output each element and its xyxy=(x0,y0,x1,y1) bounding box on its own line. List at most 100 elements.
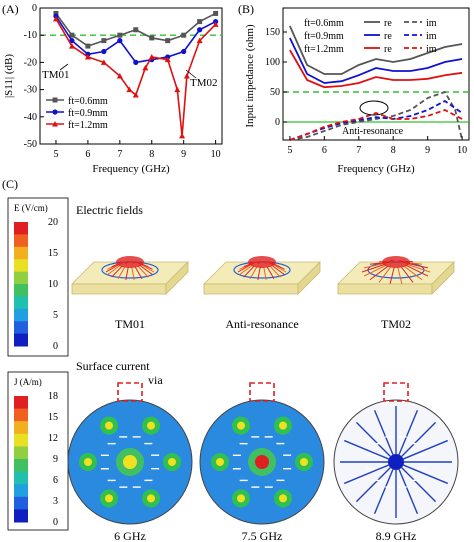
j-colorbar-tick-15: 15 xyxy=(48,412,58,423)
x-tick-label-5: 5 xyxy=(53,149,58,160)
point-ft=0.9mm xyxy=(101,48,107,55)
e-colorbar-band xyxy=(14,308,28,322)
j-colorbar: 18 15 12 9 6 3 0 xyxy=(14,391,58,528)
point-ft=1.2mm xyxy=(196,37,203,44)
point-ft=1.2mm xyxy=(126,86,133,93)
field-arrow xyxy=(107,264,121,276)
y-tick-label--40: -40 xyxy=(24,112,37,123)
field-arrow xyxy=(361,263,387,273)
point-ft=0.9mm xyxy=(133,59,139,65)
x-tick-label-9: 9 xyxy=(425,145,430,156)
via-label: via xyxy=(148,373,163,387)
point-ft=0.6mm xyxy=(197,19,203,25)
point-ft=0.6mm xyxy=(69,32,75,38)
j-colorbar-band xyxy=(14,408,28,422)
slab-front xyxy=(71,283,167,295)
legend-im-label: im xyxy=(426,44,437,55)
field-arrow xyxy=(105,263,121,273)
chart-b-reference xyxy=(283,91,469,123)
y-tick-label--20: -20 xyxy=(24,57,37,68)
legend-marker-ft=1.2mm xyxy=(52,121,58,127)
point-ft=0.6mm xyxy=(101,38,107,44)
chart-b-xlabel: Frequency (GHz) xyxy=(337,163,415,175)
x-tick-label-6: 6 xyxy=(322,145,327,156)
x-tick-label-8: 8 xyxy=(149,149,154,160)
series-re-ft=0.6mm xyxy=(289,25,463,75)
chart-b-series xyxy=(289,25,463,141)
chart-b-legend: ft=0.6mm re im ft=0.9mm re im ft=1.2mm re im xyxy=(304,18,437,55)
y-tick-label--10: -10 xyxy=(24,30,37,41)
e-colorbar-band xyxy=(14,333,28,347)
field-arrow xyxy=(369,265,389,281)
current-arrow xyxy=(373,469,394,515)
point-ft=0.6mm xyxy=(213,10,219,16)
field-hotspot xyxy=(248,256,276,268)
current-arrow xyxy=(343,439,389,460)
mode-label-tm01: TM01 xyxy=(115,317,145,331)
y-tick-label-50: 50 xyxy=(270,87,280,98)
hot-core xyxy=(279,421,287,430)
hot-core xyxy=(237,421,245,430)
current-arrow xyxy=(343,464,389,485)
field-arrow xyxy=(137,265,149,278)
tm01-arrow xyxy=(59,63,69,71)
anti-resonance-label: Anti-resonance xyxy=(342,126,404,137)
hot-core xyxy=(300,458,308,466)
e-colorbar-tick-20: 20 xyxy=(48,217,58,228)
x-tick-label-10: 10 xyxy=(211,149,221,160)
field-arrow xyxy=(405,263,431,273)
j-colorbar-tick-18: 18 xyxy=(48,391,58,402)
field-arrow xyxy=(389,266,395,284)
chart-b-frame xyxy=(282,7,470,141)
x-tick-label-5: 5 xyxy=(287,145,292,156)
slab-front xyxy=(337,283,433,295)
field-arrow xyxy=(363,264,387,277)
x-tick-label-10: 10 xyxy=(457,145,467,156)
current-arrow xyxy=(403,439,449,460)
series-im-ft=0.9mm xyxy=(289,99,463,141)
e-colorbar-tick-15: 15 xyxy=(48,248,58,259)
chart-a-frame xyxy=(39,7,223,145)
field-arrow xyxy=(271,263,287,273)
series-re-ft=1.2mm xyxy=(289,49,463,89)
surface-current-title: Surface current xyxy=(76,359,150,373)
hot-core xyxy=(105,494,113,503)
e-colorbar-tick-10: 10 xyxy=(48,279,58,290)
field-arrow xyxy=(125,266,129,280)
x-tick-label-8: 8 xyxy=(391,145,396,156)
field-arrow xyxy=(397,266,403,284)
j-colorbar-band xyxy=(14,509,28,523)
j-colorbar-tick-9: 9 xyxy=(53,454,58,465)
e-colorbar-band xyxy=(14,284,28,297)
j-colorbar-band xyxy=(14,433,28,447)
via-marker xyxy=(249,382,275,402)
freq-label-8-9ghz: 8.9 GHz xyxy=(376,529,417,542)
panel-label-c: (C) xyxy=(2,177,18,191)
freq-label-6ghz: 6 GHz xyxy=(114,529,146,542)
y-tick-label-0: 0 xyxy=(32,3,37,14)
field-hotspot xyxy=(382,256,410,268)
y-tick-label--50: -50 xyxy=(24,139,37,150)
legend-marker-ft=0.9mm xyxy=(52,109,58,115)
current-arrow xyxy=(401,421,437,457)
field-arrow xyxy=(134,266,143,280)
via-marker xyxy=(383,382,409,402)
legend-marker-ft=0.6mm xyxy=(52,97,58,103)
field-arrow xyxy=(237,263,253,273)
e-colorbar: 20 15 10 5 0 xyxy=(14,217,58,352)
panel-label-a: (A) xyxy=(2,2,19,16)
point-ft=0.6mm xyxy=(165,38,171,44)
tm02-arrow xyxy=(185,69,197,79)
field-hotspot xyxy=(116,256,144,268)
chart-b-ylabel: Input impedance (ohm) xyxy=(244,24,256,128)
annotation-tm02: TM02 xyxy=(190,77,218,89)
surface-current-discs xyxy=(67,382,459,525)
point-ft=1.2mm xyxy=(212,21,219,27)
point-ft=1.2mm xyxy=(100,59,107,65)
anti-resonance-ellipse xyxy=(359,100,389,116)
j-colorbar-tick-3: 3 xyxy=(53,496,58,507)
point-ft=1.2mm xyxy=(84,53,91,60)
hot-core xyxy=(105,421,113,430)
